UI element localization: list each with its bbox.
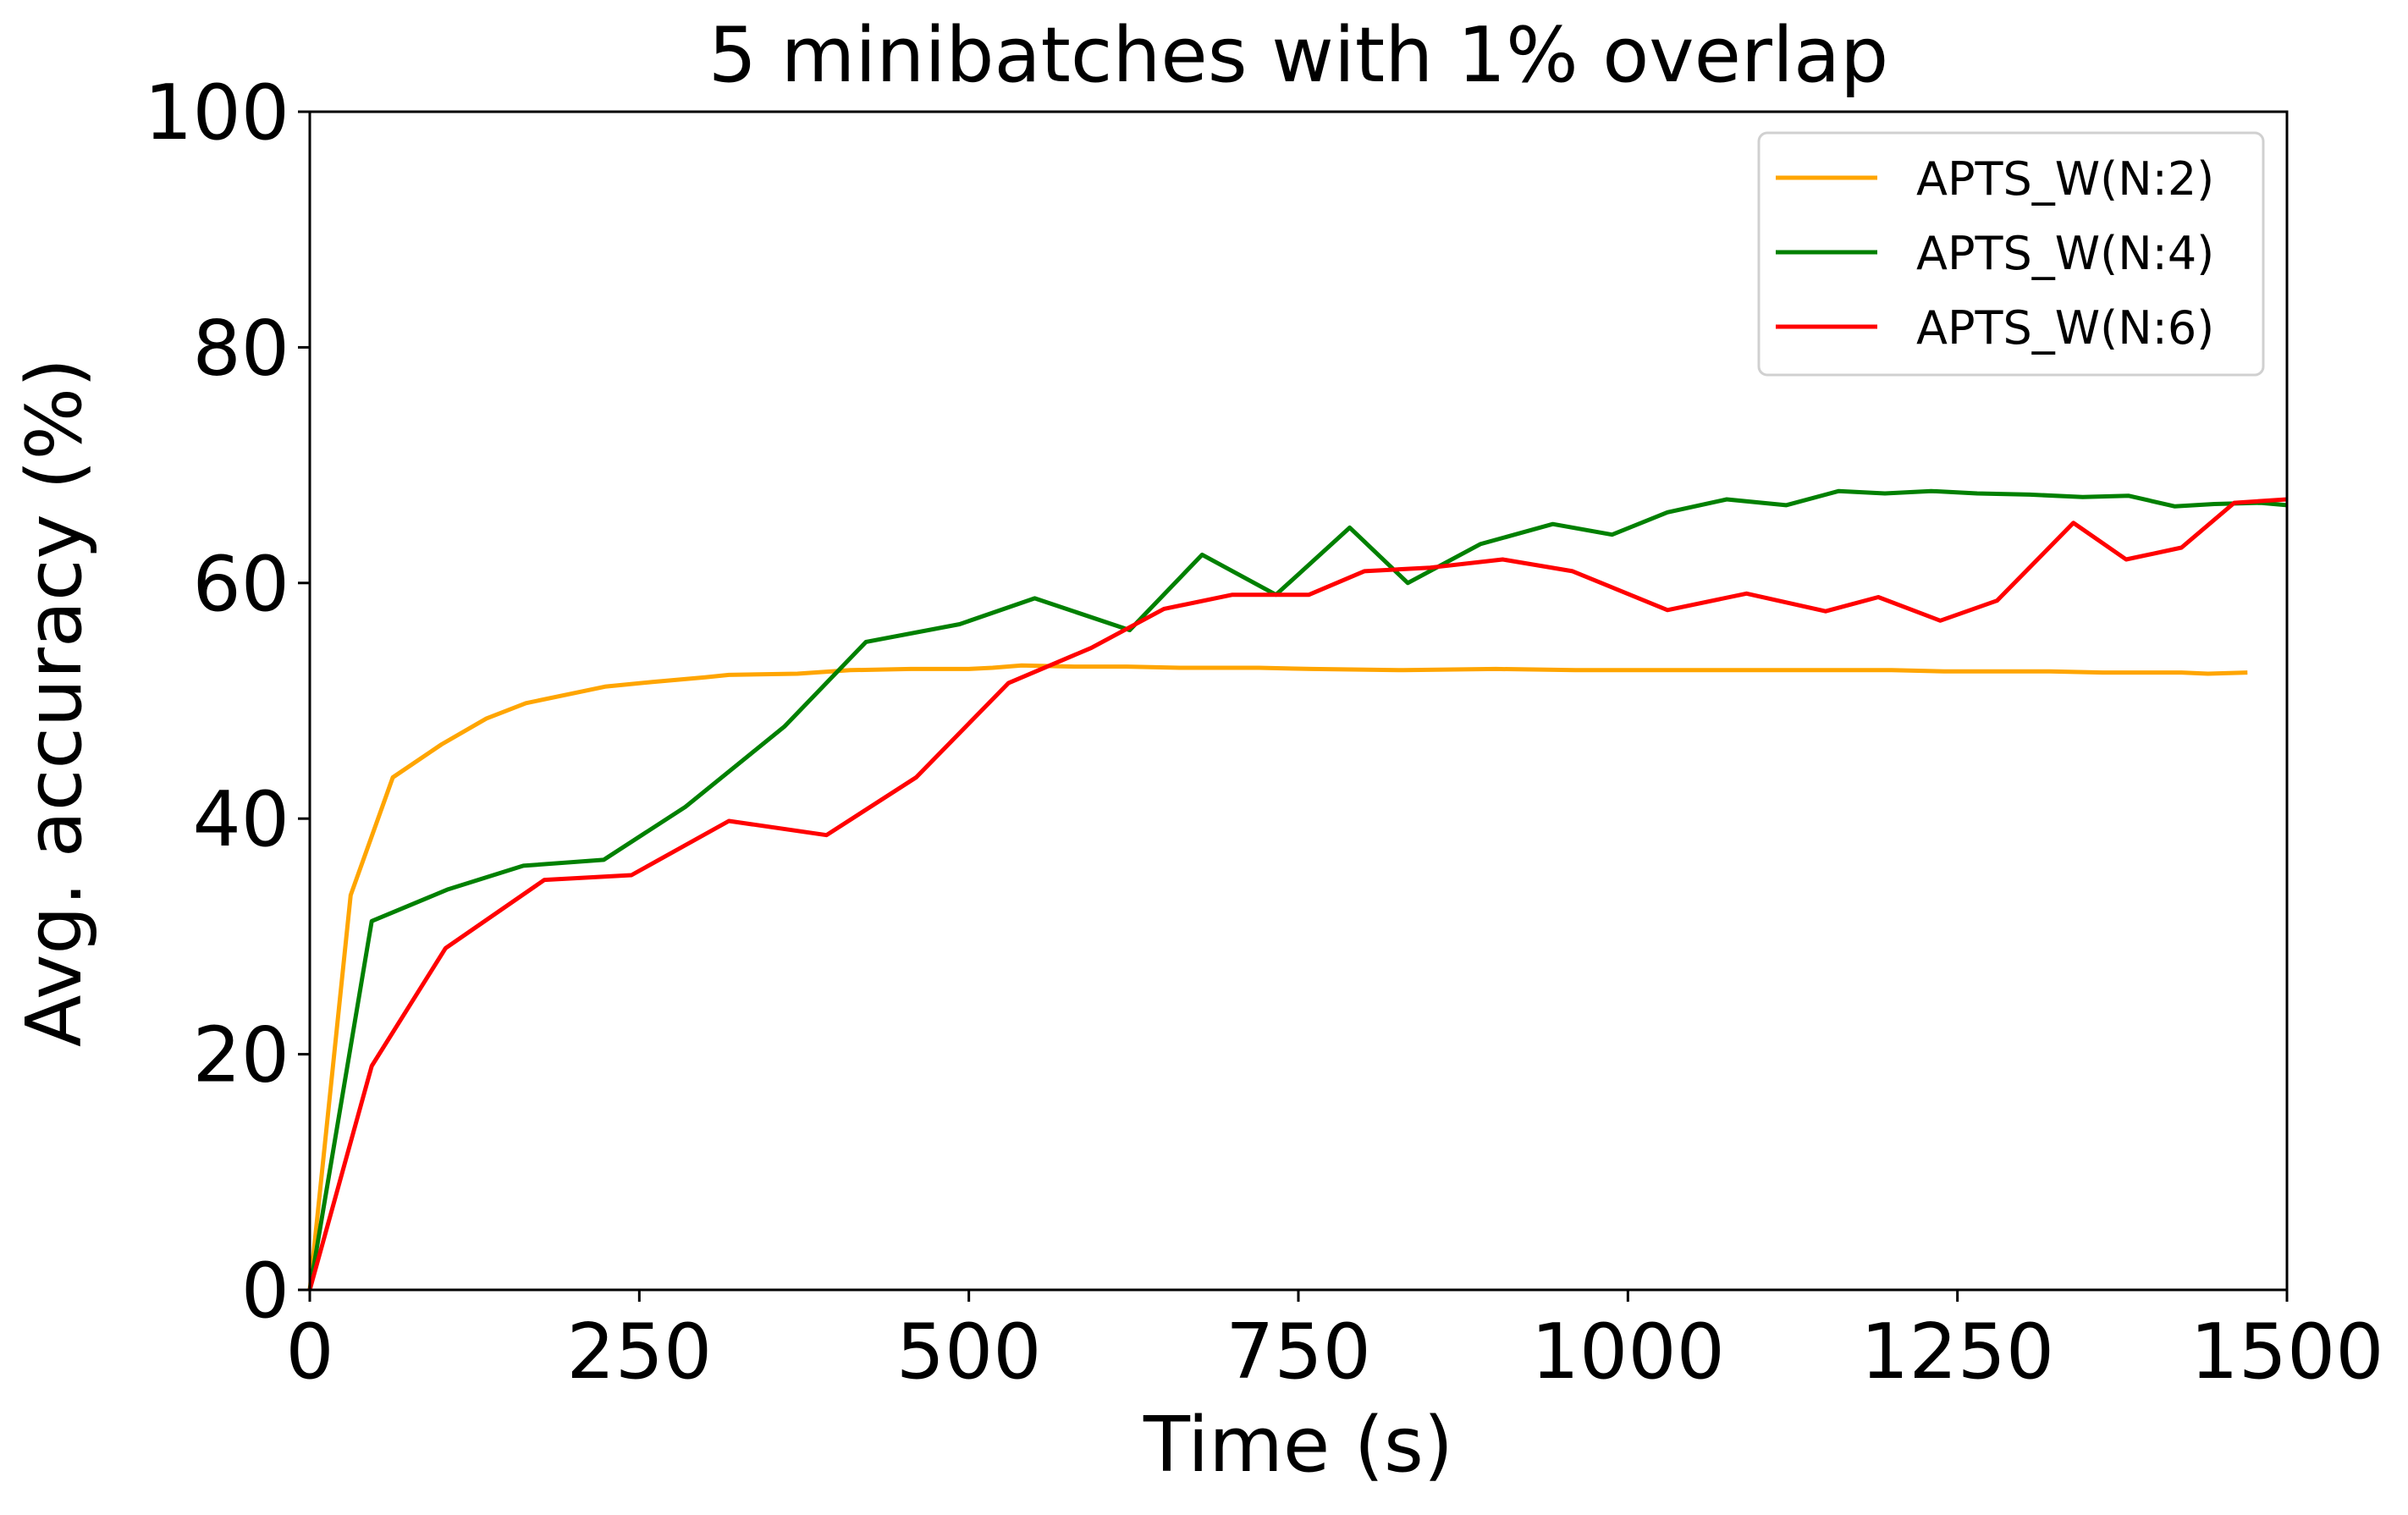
plot-area: [307, 488, 2288, 1291]
legend-box: [1757, 131, 2265, 377]
series-line-2: [307, 488, 2288, 1291]
x-tick-label: 750: [1226, 1308, 1371, 1397]
x-tick-label: 500: [896, 1308, 1042, 1397]
chart-title: 5 minibatches with 1% overlap: [708, 11, 1888, 100]
x-tick-label: 1250: [1860, 1308, 2054, 1397]
legend-label: APTS_W(N:2): [1916, 152, 2214, 206]
x-axis-label: Time (s): [1143, 1401, 1453, 1490]
legend-label: APTS_W(N:6): [1916, 301, 2214, 355]
series-line-3: [307, 497, 2288, 1291]
y-tick-label: 80: [192, 304, 289, 393]
axes: 0 250 500 750 1000 1250 1500 0 20 40 60 80 100: [144, 69, 2383, 1397]
x-tick-label: 1500: [2190, 1308, 2383, 1397]
y-tick-label: 0: [241, 1247, 289, 1336]
x-tick-label: 0: [285, 1308, 333, 1397]
y-tick-label: 60: [192, 540, 289, 629]
y-tick-label: 20: [192, 1011, 289, 1100]
legend: APTS_W(N:2) APTS_W(N:4) APTS_W(N:6): [1757, 131, 2265, 377]
y-axis-label: Avg. accuracy (%): [10, 358, 99, 1047]
y-tick-label: 40: [192, 775, 289, 864]
x-tick-label: 1000: [1531, 1308, 1725, 1397]
y-tick-label: 100: [144, 69, 289, 157]
x-tick-label: 250: [566, 1308, 712, 1397]
series-line-1: [307, 663, 2248, 1291]
legend-label: APTS_W(N:4): [1916, 227, 2214, 280]
